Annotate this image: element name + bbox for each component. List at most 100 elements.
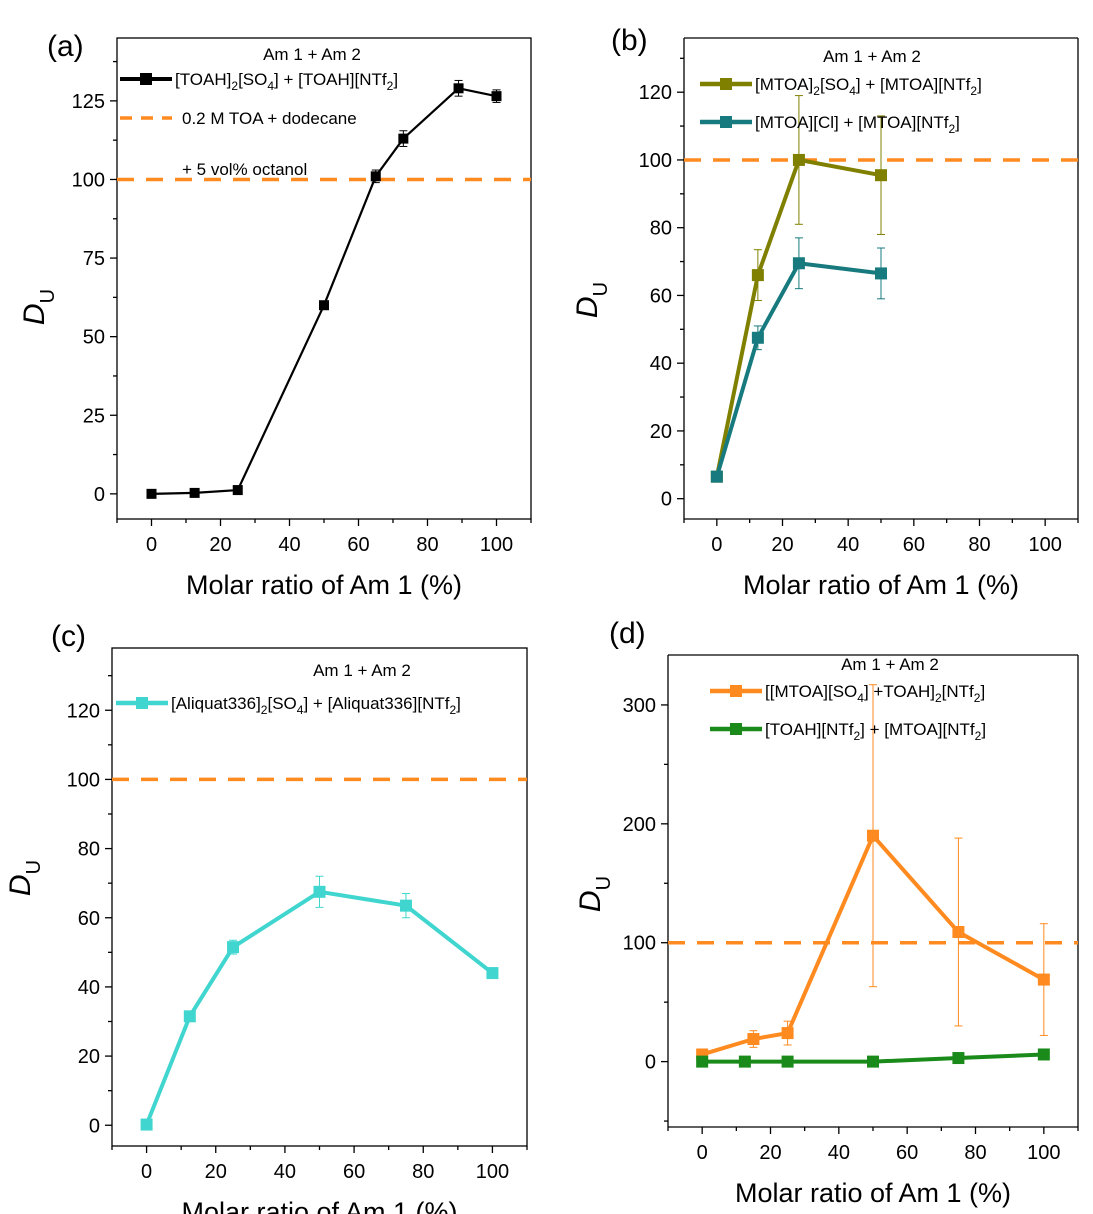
data-point [747,1033,760,1046]
x-tick-label: 100 [1028,534,1061,556]
x-tick-label: 80 [416,534,438,556]
y-tick-label: 100 [72,169,105,191]
data-point [875,267,887,280]
y-tick-label: 300 [623,695,656,717]
chart-panel-a: 0 20 40 60 80 100 0 25 50 75 100 125 (a) Molar ratio … [18,30,532,600]
panel-label: (b) [611,24,648,57]
data-point [792,257,805,270]
data-point [952,1052,965,1065]
legend-marker [720,116,732,128]
legend-label: [Aliquat336]2[SO4] + [Aliquat336][NTf2] [171,694,461,717]
y-tick-label: 0 [89,1115,100,1137]
data-point [751,269,764,282]
y-tick-label: 120 [639,82,672,104]
data-point [453,83,464,94]
data-point [867,1055,879,1068]
x-tick-label: 40 [828,1142,850,1164]
y-tick-label: 25 [83,405,105,427]
y-tick-label: 0 [94,484,105,506]
x-tick-label: 80 [968,534,990,556]
data-point [710,470,723,483]
y-axis-label: DU [4,860,45,896]
x-tick-label: 100 [1027,1142,1060,1164]
data-point [491,91,502,102]
legend-reference-label: 0.2 M TOA + dodecane [182,109,357,128]
x-tick-label: 20 [759,1142,781,1164]
data-point [696,1055,709,1068]
x-tick-label: 20 [209,534,231,556]
y-tick-label: 200 [623,814,656,836]
chart-panel-b: 0 20 40 60 80 100 0 20 40 60 80 100 120 (b) Molar rati… [571,24,1079,600]
legend-title: Am 1 + Am 2 [823,47,921,66]
data-point [146,488,157,499]
x-tick-label: 100 [480,534,513,556]
data-point [370,171,381,182]
x-tick-label: 60 [903,534,925,556]
legend-marker [140,73,152,85]
y-tick-label: 20 [650,421,672,443]
legend-title: Am 1 + Am 2 [841,655,939,674]
data-point [189,487,200,498]
series-line [701,832,1045,1057]
x-axis-label: Molar ratio of Am 1 (%) [181,1197,457,1214]
data-point [486,967,499,980]
legend-marker [730,723,742,735]
x-tick-label: 20 [771,534,793,556]
data-point [867,829,879,842]
y-tick-label: 100 [639,150,672,172]
legend-reference-label-2: + 5 vol% octanol [182,160,307,179]
x-tick-label: 0 [141,1161,152,1183]
x-tick-label: 80 [964,1142,986,1164]
x-tick-label: 40 [837,534,859,556]
x-tick-label: 60 [896,1142,918,1164]
data-point [875,169,887,182]
data-point [313,885,326,898]
y-tick-label: 40 [78,977,100,999]
data-point [751,331,764,344]
y-tick-label: 60 [78,908,100,930]
panel-label: (d) [609,617,646,650]
data-point [738,1055,751,1068]
x-tick-label: 60 [347,534,369,556]
legend-marker [136,697,148,709]
data-point [952,926,965,939]
x-axis-label: Molar ratio of Am 1 (%) [735,1178,1011,1208]
legend-label: [MTOA][Cl] + [MTOA][NTf2] [755,113,960,136]
panel-label: (a) [47,30,84,63]
y-tick-label: 80 [78,839,100,861]
chart-panel-d: 0 20 40 60 80 100 0 100 200 300 (d) Molar ratio of … [574,617,1079,1208]
x-tick-label: 20 [205,1161,227,1183]
data-point [399,899,412,912]
data-point [232,485,243,496]
data-point [398,133,409,144]
y-axis-label: DU [18,289,59,325]
legend-label: [[MTOA][SO4] +TOAH]2[NTf2] [765,682,985,705]
x-tick-label: 80 [412,1161,434,1183]
y-axis-label: DU [571,282,612,318]
legend-marker [720,78,732,90]
legend-label: [TOAH][NTf2] + [MTOA][NTf2] [765,720,986,743]
data-point [183,1010,196,1023]
data-point [1037,973,1050,986]
legend-marker [730,685,742,697]
x-tick-label: 0 [697,1142,708,1164]
data-point [792,153,805,166]
series-line [702,1052,1044,1064]
data-point [319,300,329,311]
x-axis-label: Molar ratio of Am 1 (%) [186,570,462,600]
panel-label: (c) [51,620,86,653]
y-tick-label: 125 [72,91,105,113]
y-axis-label: DU [574,876,615,912]
series-line [151,87,497,495]
y-tick-label: 20 [78,1046,100,1068]
series-line [714,261,882,478]
legend-title: Am 1 + Am 2 [313,661,411,680]
legend-label: [TOAH]2[SO4] + [TOAH][NTf2] [175,70,398,93]
x-tick-label: 100 [476,1161,509,1183]
y-tick-label: 75 [83,248,105,270]
y-tick-label: 80 [650,218,672,240]
chart-panel-c: 0 20 40 60 80 100 0 20 40 60 80 100 120 (c) Molar rati… [4,620,528,1214]
data-point [781,1027,794,1040]
x-tick-label: 40 [278,534,300,556]
